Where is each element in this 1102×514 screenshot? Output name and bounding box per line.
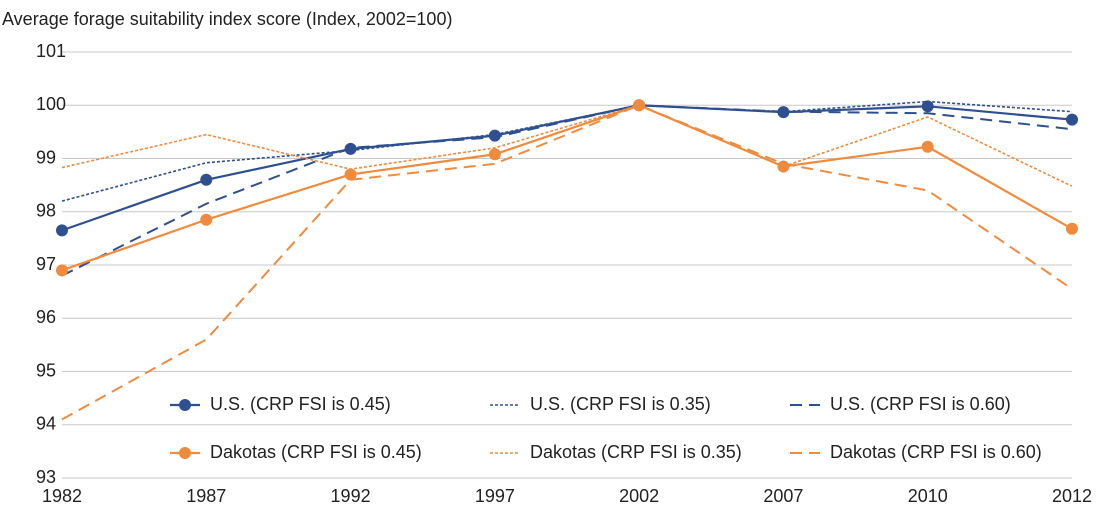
series-line — [61, 104, 1073, 187]
point — [921, 140, 934, 153]
series-line — [61, 100, 1073, 202]
chart-title: Average forage suitability index score (… — [2, 9, 452, 29]
y-tick-label: 93 — [36, 467, 56, 487]
point — [1066, 222, 1078, 235]
y-tick-label: 96 — [36, 307, 56, 327]
point — [777, 160, 790, 173]
y-tick-label: 97 — [36, 254, 56, 274]
y-tick-label: 98 — [36, 201, 56, 221]
legend-label: U.S. (CRP FSI is 0.35) — [530, 394, 711, 414]
x-tick-label: 2007 — [763, 486, 803, 506]
series-line — [61, 104, 1073, 421]
point — [56, 224, 68, 237]
point — [921, 100, 934, 113]
y-tick-label: 99 — [36, 147, 56, 167]
point — [200, 213, 213, 226]
x-tick-label: 1997 — [475, 486, 515, 506]
point — [488, 129, 501, 142]
legend-marker — [179, 447, 191, 459]
point — [344, 168, 357, 181]
legend-marker — [179, 399, 191, 411]
legend-label: Dakotas (CRP FSI is 0.35) — [530, 442, 742, 462]
point — [488, 148, 501, 161]
y-tick-label: 100 — [36, 94, 66, 114]
x-tick-label: 2010 — [908, 486, 948, 506]
y-tick-label: 95 — [36, 360, 56, 380]
x-tick-label: 1987 — [186, 486, 226, 506]
legend-label: Dakotas (CRP FSI is 0.45) — [210, 442, 422, 462]
legend-label: Dakotas (CRP FSI is 0.60) — [830, 442, 1042, 462]
legend-label: U.S. (CRP FSI is 0.45) — [210, 394, 391, 414]
x-tick-label: 2002 — [619, 486, 659, 506]
point — [1066, 113, 1078, 126]
series-line — [61, 104, 1073, 277]
y-tick-label: 94 — [36, 414, 56, 434]
point — [200, 173, 213, 186]
x-tick-label: 1982 — [42, 486, 82, 506]
x-tick-label: 1992 — [331, 486, 371, 506]
legend-label: U.S. (CRP FSI is 0.60) — [830, 394, 1011, 414]
series-line — [61, 104, 1073, 272]
point — [56, 264, 68, 277]
x-tick-label: 2012 — [1052, 486, 1092, 506]
y-tick-label: 101 — [36, 41, 66, 61]
